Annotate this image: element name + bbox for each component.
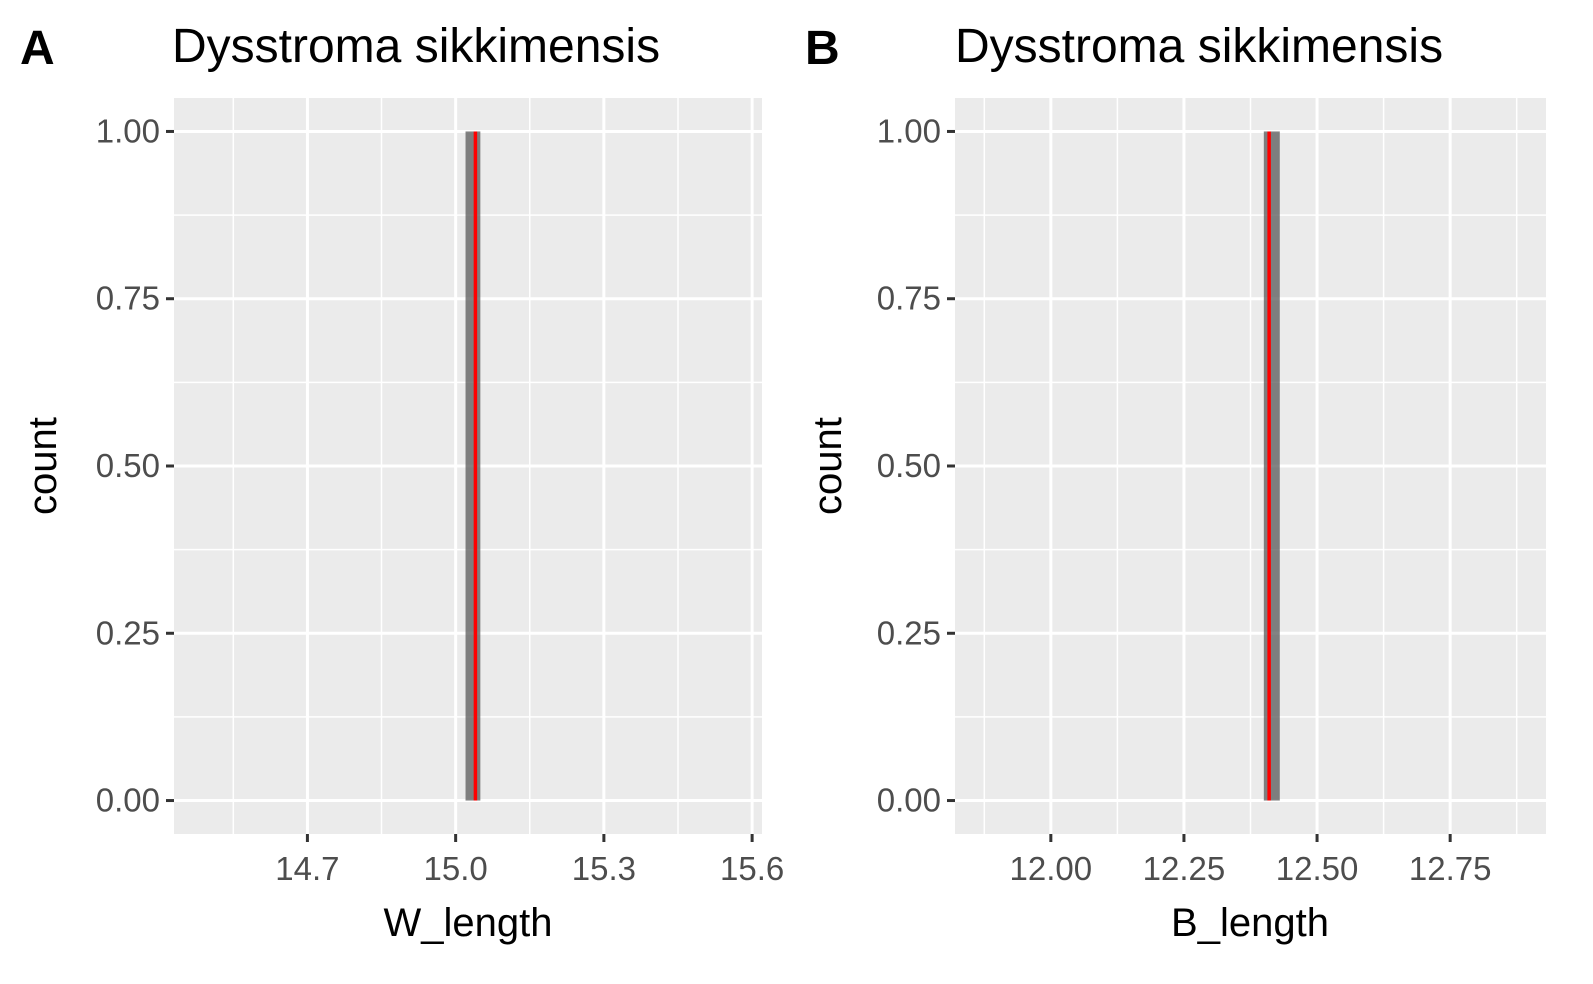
y-tick-label: 0.50 <box>96 447 160 484</box>
y-tick-label: 0.25 <box>877 614 941 651</box>
y-axis-title: count <box>21 417 65 515</box>
histogram-bar <box>465 131 481 801</box>
panel-a: 0.00 0.25 0.50 0.75 1.00 14.7 15.0 15.3 15.6 A Dys… <box>20 20 784 945</box>
x-tick-label: 15.0 <box>424 850 488 887</box>
x-tick-label: 14.7 <box>275 850 339 887</box>
y-tick-label: 0.00 <box>877 782 941 819</box>
panel-b: 0.00 0.25 0.50 0.75 1.00 12.00 12.25 12.50 12.75… <box>805 20 1546 945</box>
panel-title: Dysstroma sikkimensis <box>955 20 1443 73</box>
histogram-bar <box>1263 131 1280 801</box>
x-tick-label: 12.00 <box>1010 850 1093 887</box>
y-tick-label: 1.00 <box>96 112 160 149</box>
x-tick-label: 15.3 <box>572 850 636 887</box>
y-tick-label: 0.75 <box>96 280 160 317</box>
x-tick-label: 12.75 <box>1409 850 1492 887</box>
panel-letter: A <box>20 22 55 75</box>
panel-letter: B <box>805 22 840 75</box>
y-tick-label: 1.00 <box>877 112 941 149</box>
x-tick-label: 12.50 <box>1276 850 1359 887</box>
y-tick-label: 0.00 <box>96 782 160 819</box>
panel-title: Dysstroma sikkimensis <box>172 20 660 73</box>
y-tick-label: 0.25 <box>96 614 160 651</box>
x-axis-title: B_length <box>1171 901 1329 945</box>
y-axis-title: count <box>806 417 850 515</box>
x-tick-label: 12.25 <box>1143 850 1226 887</box>
y-tick-label: 0.50 <box>877 447 941 484</box>
x-axis-title: W_length <box>384 901 553 945</box>
x-tick-label: 15.6 <box>720 850 784 887</box>
y-tick-label: 0.75 <box>877 280 941 317</box>
